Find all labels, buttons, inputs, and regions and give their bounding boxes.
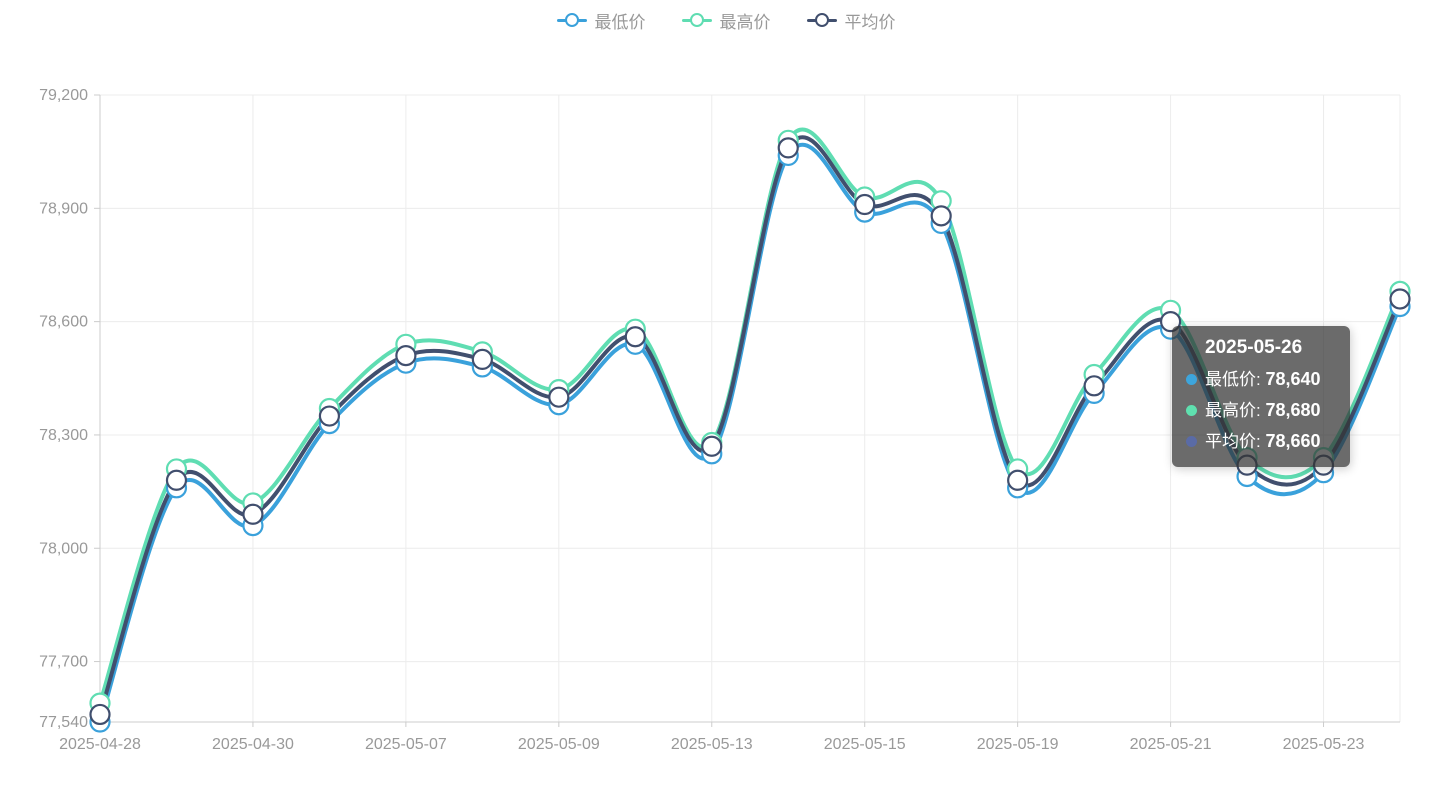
data-point-marker-average[interactable] <box>1083 375 1105 397</box>
legend-label-lowest: 最低价 <box>594 12 646 32</box>
x-axis-label: 2025-05-13 <box>671 736 753 753</box>
series-line-lowest <box>98 143 1402 724</box>
x-axis-label: 2025-05-21 <box>1130 736 1212 753</box>
x-axis-label: 2025-05-09 <box>518 736 600 753</box>
data-point-marker-average[interactable] <box>701 435 723 457</box>
legend-item-lowest[interactable]: 最低价 <box>556 8 646 33</box>
data-point-marker-average[interactable] <box>930 205 952 227</box>
line-marker-icon <box>806 12 837 28</box>
data-point-marker-average[interactable] <box>395 345 417 367</box>
data-point-marker-average[interactable] <box>318 405 341 427</box>
x-axis-label: 2025-05-15 <box>824 736 906 753</box>
y-axis-label: 78,600 <box>39 314 88 331</box>
legend-item-highest[interactable]: 最高价 <box>681 8 771 33</box>
y-axis-label: 78,000 <box>39 540 88 557</box>
y-axis-label: 77,700 <box>39 654 88 671</box>
y-axis-label: 79,200 <box>39 87 88 104</box>
y-axis-label: 78,900 <box>39 200 88 217</box>
y-axis-label: 78,300 <box>39 427 88 444</box>
data-point-marker-average[interactable] <box>1236 454 1258 476</box>
data-point-marker-average[interactable] <box>624 326 646 348</box>
line-marker-icon <box>681 12 712 28</box>
data-point-marker-average[interactable] <box>89 703 111 726</box>
legend-label-highest: 最高价 <box>719 12 771 32</box>
data-point-marker-average[interactable] <box>548 386 570 408</box>
data-point-marker-average[interactable] <box>777 137 799 159</box>
data-point-marker-average[interactable] <box>471 348 493 370</box>
x-axis-label: 2025-05-07 <box>365 736 447 753</box>
series-line-highest <box>98 127 1402 706</box>
y-axis-label: 77,540 <box>39 714 88 731</box>
data-point-marker-average[interactable] <box>854 193 876 216</box>
data-point-marker-average[interactable] <box>1159 311 1182 333</box>
legend-item-average[interactable]: 平均价 <box>806 8 896 33</box>
x-axis-label: 2025-05-19 <box>977 736 1059 753</box>
series-line-average <box>98 135 1402 717</box>
data-point-marker-average[interactable] <box>242 503 264 525</box>
data-point-marker-average[interactable] <box>165 469 188 491</box>
data-point-marker-average[interactable] <box>1312 454 1335 476</box>
chart-legend: 最低价 最高价 平均价 <box>0 6 1452 34</box>
x-axis-label: 2025-05-23 <box>1283 736 1365 753</box>
line-marker-icon <box>556 12 587 28</box>
data-point-marker-average[interactable] <box>1007 469 1029 491</box>
x-axis-label: 2025-04-30 <box>212 736 294 753</box>
legend-label-average: 平均价 <box>844 12 896 32</box>
x-axis-label: 2025-04-28 <box>59 736 141 753</box>
data-point-marker-average[interactable] <box>1389 288 1411 310</box>
